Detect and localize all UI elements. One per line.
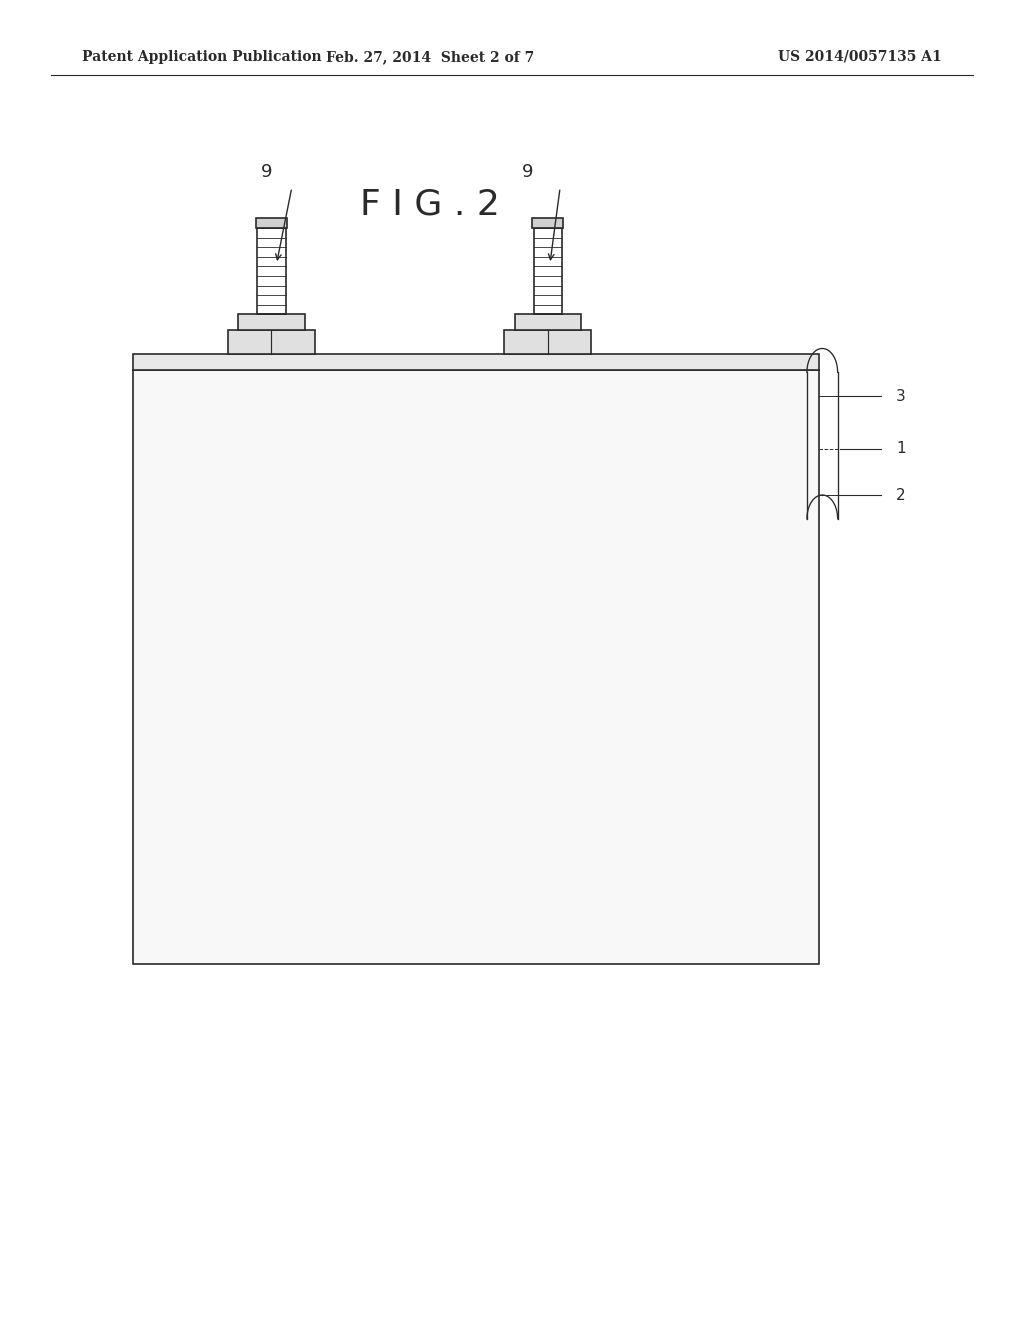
Text: US 2014/0057135 A1: US 2014/0057135 A1 bbox=[778, 50, 942, 63]
Text: 2: 2 bbox=[896, 487, 905, 503]
Text: F I G . 2: F I G . 2 bbox=[360, 187, 500, 222]
Text: 1: 1 bbox=[896, 441, 905, 457]
Bar bbox=[256, 218, 287, 228]
Bar bbox=[227, 330, 315, 354]
Bar bbox=[515, 314, 582, 330]
Bar bbox=[257, 228, 286, 314]
Text: Patent Application Publication: Patent Application Publication bbox=[82, 50, 322, 63]
Text: 9: 9 bbox=[260, 162, 272, 181]
Bar bbox=[133, 354, 819, 370]
Text: Feb. 27, 2014  Sheet 2 of 7: Feb. 27, 2014 Sheet 2 of 7 bbox=[326, 50, 535, 63]
Text: 9: 9 bbox=[521, 162, 534, 181]
Bar bbox=[133, 370, 819, 964]
Bar bbox=[238, 314, 305, 330]
Bar bbox=[505, 330, 592, 354]
Bar bbox=[534, 228, 562, 314]
Bar bbox=[532, 218, 563, 228]
Text: 3: 3 bbox=[896, 388, 906, 404]
